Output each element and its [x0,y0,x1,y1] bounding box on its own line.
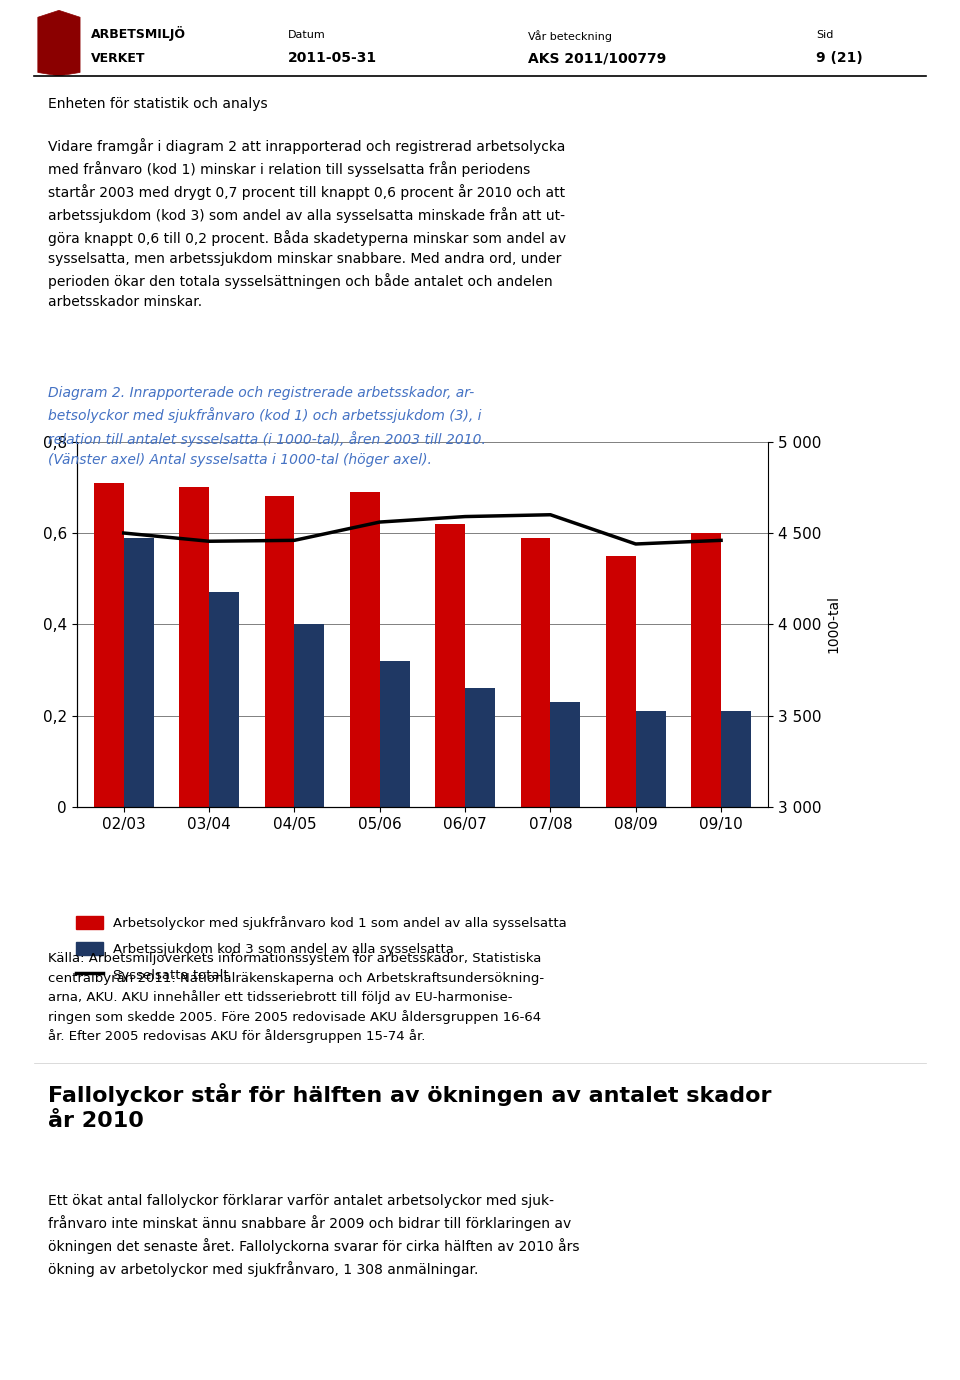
Text: 9 (21): 9 (21) [816,51,863,65]
Text: Ett ökat antal fallolyckor förklarar varför antalet arbetsolyckor med sjuk-
från: Ett ökat antal fallolyckor förklarar var… [48,1194,580,1276]
Bar [380,661,410,807]
Text: Källa: Arbetsmiljöverkets informationssystem för arbetsskador, Statistiska
centr: Källa: Arbetsmiljöverkets informationssy… [48,952,544,1043]
Bar [349,491,380,807]
Bar [295,624,324,807]
Legend: Arbetsolyckor med sjukfrånvaro kod 1 som andel av alla sysselsatta, Arbetssjukdo: Arbetsolyckor med sjukfrånvaro kod 1 som… [77,916,567,981]
Y-axis label: 1000-tal: 1000-tal [827,595,841,654]
Bar [721,711,751,807]
Bar [636,711,665,807]
Text: Vår beteckning: Vår beteckning [528,30,612,43]
Text: Vidare framgår i diagram 2 att inrapporterad och registrerad arbetsolycka
med fr: Vidare framgår i diagram 2 att inrapport… [48,138,566,309]
Bar [180,487,209,807]
Text: Fallolyckor står för hälften av ökningen av antalet skador
år 2010: Fallolyckor står för hälften av ökningen… [48,1083,772,1132]
Bar [209,592,239,807]
Text: ARBETSMILJÖ: ARBETSMILJÖ [90,26,185,41]
Text: AKS 2011/100779: AKS 2011/100779 [528,51,666,65]
Bar [606,556,636,807]
Text: Enheten för statistik och analys: Enheten för statistik och analys [48,97,268,110]
Bar [520,538,550,807]
Bar [465,689,495,807]
Text: 2011-05-31: 2011-05-31 [288,51,377,65]
Polygon shape [37,11,80,76]
Bar [94,483,124,807]
Bar [550,702,580,807]
Bar [435,524,465,807]
Text: Diagram 2. Inrapporterade och registrerade arbetsskador, ar-
betsolyckor med sju: Diagram 2. Inrapporterade och registrera… [48,386,486,466]
Text: VERKET: VERKET [90,51,145,65]
Bar [265,497,295,807]
Text: Sid: Sid [816,30,833,40]
Text: Datum: Datum [288,30,325,40]
Bar [124,538,154,807]
Bar [691,533,721,807]
